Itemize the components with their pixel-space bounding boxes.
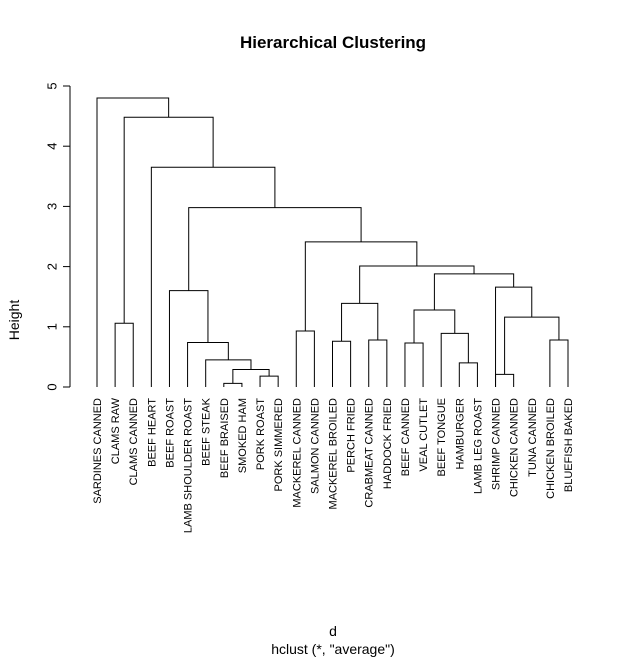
- y-tick-label: 4: [45, 143, 60, 150]
- x-axis-label: d: [329, 623, 337, 639]
- dendrogram-link: [368, 339, 388, 387]
- leaf-label: SARDINES CANNED: [92, 398, 104, 504]
- dendrogram-link: [114, 322, 134, 387]
- leaf-label: VEAL CUTLET: [418, 398, 430, 472]
- y-tick-label: 0: [45, 383, 60, 390]
- dendrogram-link: [458, 362, 478, 387]
- leaf-label: BEEF TONGUE: [436, 398, 448, 476]
- leaf-label: MACKEREL CANNED: [291, 398, 303, 508]
- leaf-label: BEEF HEART: [146, 398, 158, 467]
- dendrogram-link: [96, 97, 170, 387]
- y-axis-label: Height: [6, 300, 22, 341]
- dendrogram-link: [304, 241, 418, 332]
- leaf-label: MACKEREL BROILED: [328, 398, 340, 510]
- leaf-label: CHICKEN BROILED: [545, 398, 557, 499]
- dendrogram-link: [123, 116, 214, 324]
- dendrogram-link: [404, 342, 424, 387]
- leaf-label: SALMON CANNED: [309, 398, 321, 494]
- leaf-label: BEEF BRAISED: [219, 398, 231, 478]
- dendrogram-link: [168, 290, 209, 387]
- dendrogram-link: [359, 265, 475, 304]
- dendrogram-link: [259, 375, 279, 387]
- y-tick-label: 1: [45, 323, 60, 330]
- leaf-label: PORK SIMMERED: [273, 398, 285, 492]
- dendrogram-link: [495, 373, 515, 387]
- leaf-label: CLAMS CANNED: [128, 398, 140, 485]
- leaf-label: HAMBURGER: [454, 398, 466, 470]
- leaf-label: CLAMS RAW: [110, 397, 122, 464]
- leaf-label: CRABMEAT CANNED: [364, 398, 376, 508]
- dendrogram-link: [504, 316, 560, 375]
- dendrogram-link: [332, 340, 352, 387]
- dendrogram-link: [188, 207, 362, 291]
- dendrogram-link: [341, 302, 379, 342]
- leaf-labels: SARDINES CANNED CLAMS RAW CLAMS CANNED BEEF…: [92, 397, 575, 533]
- leaf-label: PORK ROAST: [255, 398, 267, 470]
- dendrogram-link: [187, 341, 229, 387]
- dendrogram-link: [495, 286, 533, 387]
- leaf-label: PERCH FRIED: [346, 398, 358, 473]
- dendrogram-link: [413, 309, 456, 344]
- dendrogram-link: [295, 330, 315, 387]
- leaf-label: SMOKED HAM: [237, 398, 249, 473]
- leaf-label: LAMB LEG ROAST: [472, 398, 484, 494]
- dendrogram-link: [223, 382, 243, 387]
- leaf-label: CHICKEN CANNED: [509, 398, 521, 497]
- dendrogram-link: [433, 273, 515, 310]
- leaf-label: BEEF CANNED: [400, 398, 412, 476]
- leaf-label: LAMB SHOULDER ROAST: [183, 398, 195, 533]
- leaf-label: BLUEFISH BAKED: [563, 398, 575, 492]
- y-tick-label: 3: [45, 203, 60, 210]
- leaf-label: SHRIMP CANNED: [491, 398, 503, 490]
- dendrogram-link: [549, 339, 569, 387]
- y-tick-label: 2: [45, 263, 60, 270]
- y-axis: 0 1 2 3 4 5: [45, 82, 71, 391]
- chart-subtitle: hclust (*, "average"): [271, 641, 395, 657]
- chart-title: Hierarchical Clustering: [240, 33, 426, 52]
- leaf-label: HADDOCK FRIED: [382, 398, 394, 489]
- leaf-label: TUNA CANNED: [527, 398, 539, 477]
- dendrogram-link: [440, 332, 469, 387]
- y-tick-label: 5: [45, 82, 60, 89]
- leaf-label: BEEF STEAK: [201, 397, 213, 466]
- leaf-label: BEEF ROAST: [164, 398, 176, 468]
- dendrogram-links: [96, 97, 569, 387]
